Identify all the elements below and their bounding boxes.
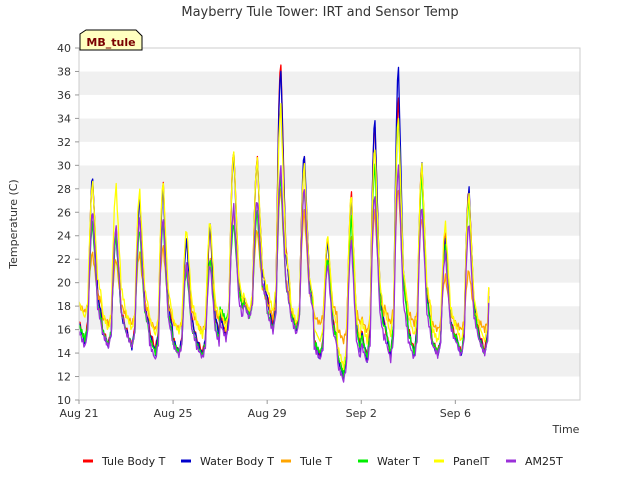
station-tag: MB_tule bbox=[79, 29, 143, 51]
grid-band bbox=[79, 118, 580, 142]
legend: Tule Body T Water Body T Tule T Water T Pane… bbox=[83, 455, 563, 468]
x-tick-label: Sep 6 bbox=[440, 407, 471, 420]
station-tag-box bbox=[79, 29, 143, 51]
grid-band bbox=[79, 188, 580, 213]
x-axis-label: Time bbox=[552, 423, 580, 436]
x-axis: Aug 21 Aug 25 Aug 29 Sep 2 Sep 6 bbox=[60, 400, 471, 420]
plot-frame bbox=[78, 47, 581, 401]
legend-label: Water Body T bbox=[200, 455, 274, 468]
y-tick-label: 20 bbox=[57, 277, 71, 290]
legend-item: Tule T bbox=[281, 455, 332, 468]
legend-item: PanelT bbox=[434, 455, 490, 468]
y-axis: 10 12 14 16 18 20 22 24 26 28 30 32 34 36 38 40 bbox=[57, 42, 79, 407]
grid-band bbox=[79, 376, 580, 400]
grid-band bbox=[79, 165, 580, 189]
chart-title: Mayberry Tule Tower: IRT and Sensor Temp bbox=[181, 5, 458, 20]
station-tag-label: MB_tule bbox=[86, 36, 135, 49]
y-tick-label: 16 bbox=[57, 324, 71, 337]
y-tick-label: 22 bbox=[57, 253, 71, 266]
grid-band bbox=[79, 94, 580, 119]
plot-lines bbox=[78, 64, 490, 383]
legend-item: Tule Body T bbox=[83, 455, 166, 468]
legend-item: AM25T bbox=[506, 455, 563, 468]
y-tick-label: 36 bbox=[57, 89, 71, 102]
y-tick-label: 12 bbox=[57, 371, 71, 384]
y-tick-label: 14 bbox=[57, 347, 71, 360]
x-tick-label: Aug 21 bbox=[60, 407, 99, 420]
y-tick-label: 18 bbox=[57, 300, 71, 313]
y-tick-label: 32 bbox=[57, 136, 71, 149]
x-tick-label: Aug 25 bbox=[154, 407, 193, 420]
grid-band bbox=[79, 141, 580, 166]
grid-band bbox=[79, 48, 580, 72]
legend-label: Water T bbox=[377, 455, 420, 468]
legend-label: Tule T bbox=[299, 455, 332, 468]
x-tick-label: Sep 2 bbox=[346, 407, 377, 420]
x-tick-label: Aug 29 bbox=[248, 407, 287, 420]
legend-item: Water Body T bbox=[181, 455, 274, 468]
y-tick-label: 38 bbox=[57, 65, 71, 78]
grid-band bbox=[79, 306, 580, 330]
y-tick-label: 34 bbox=[57, 112, 71, 125]
y-tick-label: 40 bbox=[57, 42, 71, 55]
grid-band bbox=[79, 212, 580, 236]
y-axis-label: Temperature (C) bbox=[7, 179, 20, 269]
legend-label: AM25T bbox=[525, 455, 563, 468]
series-line-panelt bbox=[78, 103, 490, 371]
grid-bands bbox=[79, 48, 580, 400]
y-tick-label: 24 bbox=[57, 230, 71, 243]
y-tick-label: 10 bbox=[57, 394, 71, 407]
grid-band bbox=[79, 71, 580, 95]
y-tick-label: 26 bbox=[57, 206, 71, 219]
legend-item: Water T bbox=[358, 455, 420, 468]
y-tick-label: 28 bbox=[57, 183, 71, 196]
series-line-am25t bbox=[78, 164, 490, 383]
y-tick-label: 30 bbox=[57, 159, 71, 172]
grid-band bbox=[79, 353, 580, 377]
legend-label: PanelT bbox=[453, 455, 490, 468]
grid-band bbox=[79, 235, 580, 260]
legend-label: Tule Body T bbox=[101, 455, 166, 468]
